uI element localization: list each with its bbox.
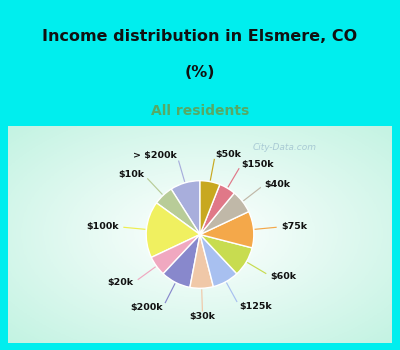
Wedge shape [190, 234, 213, 288]
Wedge shape [200, 234, 252, 274]
Wedge shape [200, 193, 249, 234]
Wedge shape [200, 184, 234, 235]
Text: $200k: $200k [130, 303, 163, 312]
Text: $50k: $50k [215, 150, 241, 159]
Wedge shape [146, 203, 200, 257]
Text: (%): (%) [185, 65, 215, 80]
Text: Income distribution in Elsmere, CO: Income distribution in Elsmere, CO [42, 29, 358, 44]
Wedge shape [171, 181, 200, 234]
Wedge shape [163, 234, 200, 287]
Wedge shape [156, 189, 200, 234]
Text: $125k: $125k [240, 302, 272, 311]
Text: > $200k: > $200k [133, 152, 177, 160]
Text: City-Data.com: City-Data.com [252, 143, 316, 152]
Text: $75k: $75k [282, 222, 308, 231]
Wedge shape [200, 212, 254, 248]
Text: $10k: $10k [118, 170, 144, 179]
Text: $20k: $20k [108, 278, 134, 287]
Text: $30k: $30k [190, 312, 216, 321]
Text: $150k: $150k [242, 160, 274, 169]
Wedge shape [200, 181, 220, 234]
Text: All residents: All residents [151, 104, 249, 118]
Wedge shape [151, 234, 200, 274]
Wedge shape [200, 234, 237, 287]
Text: $40k: $40k [265, 180, 291, 189]
Text: $60k: $60k [270, 272, 296, 281]
Text: $100k: $100k [86, 222, 118, 231]
